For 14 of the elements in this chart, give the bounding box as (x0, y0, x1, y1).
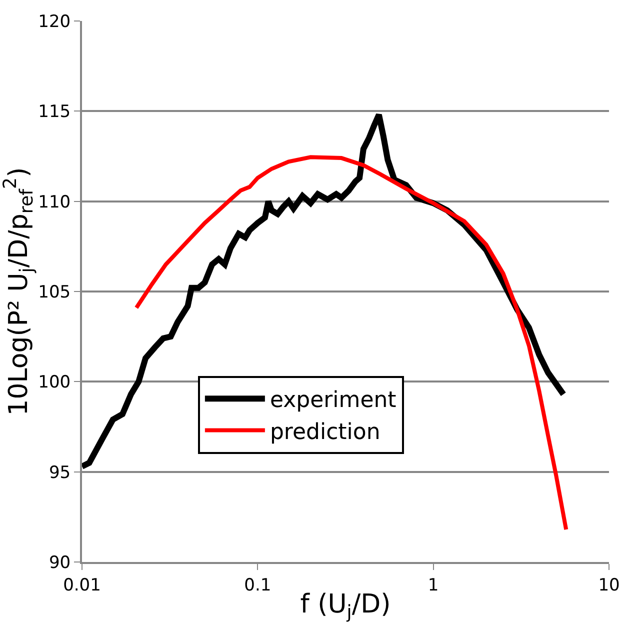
y-tick-label: 120 (38, 12, 71, 32)
x-axis-title: f (U$_{j}$/D) (300, 590, 391, 624)
y-tick-label: 90 (48, 552, 71, 573)
y-tick-label: 115 (38, 102, 71, 122)
x-tick-label: 1 (428, 575, 439, 596)
x-tick-label: 0.1 (244, 575, 272, 596)
y-tick-label: 110 (38, 192, 71, 212)
x-tick-label: 0.01 (63, 575, 101, 596)
y-tick-label: 105 (38, 282, 71, 302)
y-tick-label: 100 (38, 372, 71, 393)
legend-label: experiment (270, 388, 397, 414)
legend-label: prediction (270, 420, 380, 445)
x-tick-label: 10 (598, 575, 620, 596)
y-tick-label: 95 (48, 462, 71, 483)
